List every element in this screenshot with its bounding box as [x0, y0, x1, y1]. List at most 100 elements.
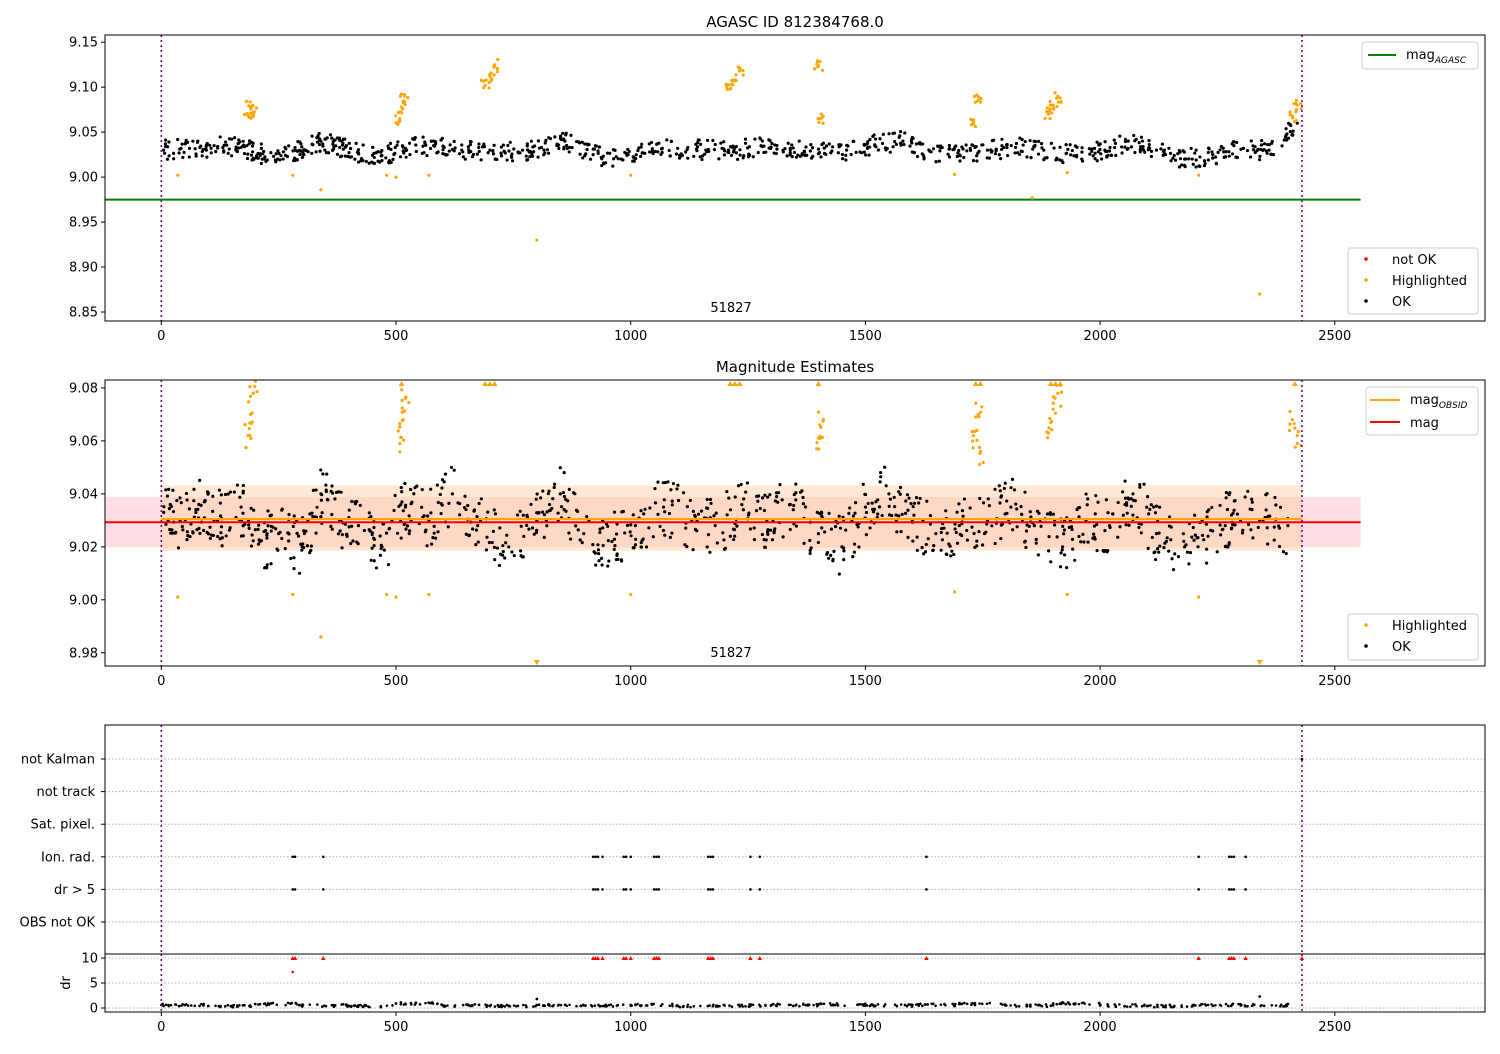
point-ok	[531, 145, 535, 149]
point-ok	[497, 563, 502, 568]
clipped-marker-up	[727, 381, 734, 386]
point-ok	[195, 140, 200, 144]
point-ok	[163, 138, 168, 142]
point-ok	[849, 152, 853, 157]
point-ok	[611, 164, 615, 168]
point-dr	[1145, 1004, 1149, 1008]
point-highlighted	[394, 595, 398, 599]
legend-highlighted-label: Highlighted	[1392, 274, 1467, 289]
point-ok	[426, 514, 430, 518]
point-ok	[786, 141, 790, 145]
point-ok	[1116, 500, 1120, 505]
point-ok	[299, 142, 303, 146]
point-ok	[208, 525, 212, 529]
point-ok	[550, 506, 554, 511]
point-ok	[866, 140, 870, 144]
point-ok	[732, 527, 737, 532]
point-ok	[1160, 142, 1165, 146]
point-ok	[1014, 502, 1018, 506]
point-dr	[590, 1004, 594, 1008]
point-ok	[482, 142, 486, 146]
point-ok	[525, 513, 529, 517]
point-ok	[1036, 553, 1040, 557]
point-ok	[773, 527, 777, 531]
point-ok	[1188, 551, 1193, 555]
point-dr	[971, 1001, 974, 1005]
point-highlighted	[724, 82, 728, 86]
point-ok	[516, 150, 520, 154]
point-highlighted	[482, 79, 486, 83]
point-ok	[1064, 142, 1068, 147]
point-highlighted	[973, 429, 977, 433]
point-dr	[817, 1003, 820, 1006]
legend-highlighted-marker	[1364, 278, 1368, 282]
point-dr	[186, 1004, 190, 1007]
point-ok	[1014, 141, 1019, 146]
point-ok	[245, 156, 250, 161]
point-dr-over-10	[628, 956, 633, 960]
point-ok	[840, 152, 844, 157]
point-ok	[962, 155, 966, 160]
point-ok	[546, 151, 551, 155]
point-dr	[1262, 1004, 1266, 1008]
point-ok	[600, 164, 604, 168]
point-ok	[693, 513, 697, 517]
x-tick-label: 2000	[1084, 674, 1117, 689]
point-ok	[1060, 548, 1064, 552]
point-highlighted	[741, 73, 745, 77]
point-ok	[319, 468, 323, 472]
legend-mag-agasc-sub: AGASC	[1434, 56, 1467, 66]
point-ok	[1182, 539, 1186, 543]
point-highlighted	[979, 410, 983, 414]
point-dr	[1156, 1005, 1159, 1009]
point-dr	[1045, 1005, 1049, 1009]
point-ok	[881, 132, 885, 136]
point-dr	[699, 1004, 702, 1008]
point-ok	[1285, 132, 1289, 136]
point-ok	[1147, 142, 1151, 147]
point-highlighted	[1197, 595, 1201, 599]
point-dr-over-10	[595, 956, 601, 960]
point-ok	[564, 133, 568, 137]
point-ok	[1206, 150, 1210, 155]
point-ok	[929, 150, 933, 154]
y-tick-label: 9.06	[69, 434, 98, 449]
point-highlighted	[1053, 396, 1057, 400]
point-ok	[1262, 147, 1266, 152]
point-ok	[1177, 165, 1182, 169]
point-ok	[319, 498, 324, 502]
point-ok	[403, 505, 408, 509]
point-dr-over-10	[1243, 956, 1248, 960]
point-ok	[864, 153, 868, 157]
point-ok	[403, 146, 408, 150]
point-dr	[660, 1003, 664, 1006]
point-ok	[1214, 161, 1218, 165]
point-ok	[792, 492, 796, 497]
point-ok	[211, 494, 215, 498]
point-highlighted	[1296, 430, 1300, 434]
point-ok	[422, 514, 426, 518]
point-highlighted	[1288, 422, 1292, 426]
point-ok	[1107, 149, 1112, 153]
row-label-not-track: not track	[36, 785, 95, 800]
point-ok	[1009, 486, 1013, 490]
point-ok	[1268, 514, 1272, 518]
point-ok	[734, 151, 739, 155]
point-dr	[728, 1004, 731, 1007]
point-dr	[822, 1002, 826, 1006]
plot-frame	[104, 379, 1486, 667]
point-ok	[741, 508, 745, 512]
point-ok	[601, 161, 606, 165]
point-ok	[486, 510, 490, 514]
point-dr	[214, 1004, 217, 1008]
point-ok	[525, 523, 529, 527]
point-ok	[175, 498, 179, 503]
point-ok	[429, 511, 433, 515]
point-highlighted	[1050, 428, 1054, 432]
point-ok	[501, 143, 506, 147]
point-ok	[477, 149, 481, 154]
point-ok	[302, 529, 306, 533]
point-ok	[1246, 522, 1251, 526]
point-ok	[1139, 531, 1143, 535]
point-ok	[239, 145, 243, 150]
